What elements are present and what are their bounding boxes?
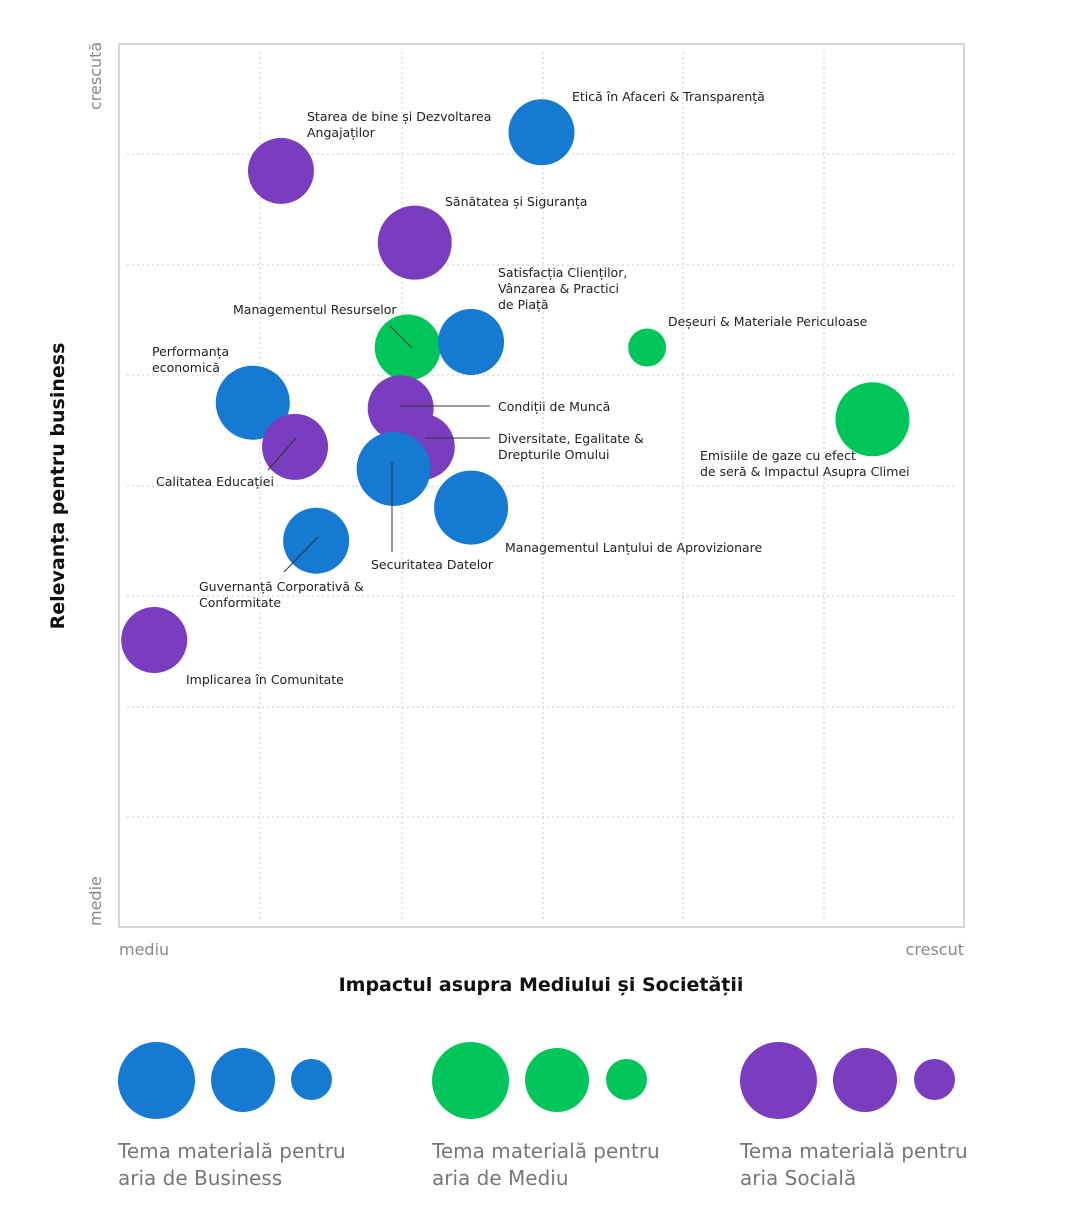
legend-medium-bubble [833, 1048, 897, 1112]
bubble-label: Sănătatea și Siguranța [445, 194, 587, 209]
bubble-label: Satisfacția Clienților, Vânzarea & Practi… [498, 265, 627, 312]
bubble-business [438, 309, 505, 376]
legend-text: Tema materială pentru aria de Business [118, 1139, 346, 1190]
bubble-label: Deșeuri & Materiale Periculoase [668, 314, 868, 329]
x-max-label: crescut [906, 940, 964, 959]
bubble-label: Etică în Afaceri & Transparență [572, 89, 765, 104]
legend-environment: Tema materială pentru aria de Mediu [432, 1030, 682, 1192]
legend-small-bubble [291, 1059, 332, 1100]
bubble-business [434, 470, 509, 545]
bubbles [121, 99, 910, 674]
leader-line [283, 536, 319, 573]
legend-social: Tema materială pentru aria Socială [740, 1030, 990, 1192]
bubble-label: Calitatea Educației [156, 474, 274, 489]
leader-line [389, 325, 413, 349]
bubble-business [215, 365, 290, 440]
bubble-label: Emisiile de gaze cu efect de seră & Impac… [700, 448, 910, 479]
bubble-business [508, 99, 575, 166]
bubble-social [247, 137, 314, 204]
bubble-environment [835, 382, 910, 457]
legend-large-bubble [118, 1042, 195, 1119]
legend-business: Tema materială pentru aria de Business [118, 1030, 368, 1192]
leader-lines [267, 325, 490, 573]
bubble-label: Securitatea Datelor [371, 557, 494, 572]
legend-large-bubble [740, 1042, 817, 1119]
bubble-label: Managementul Lanțului de Aprovizionare [505, 540, 763, 555]
bubble-environment [628, 328, 667, 367]
bubble-labels: Etică în Afaceri & Transparență Starea de… [152, 89, 910, 687]
legend-large-bubble [432, 1042, 509, 1119]
bubble-label: Diversitate, Egalitate & Drepturile Omulu… [498, 431, 644, 462]
bubble-label: Guvernanță Corporativă & Conformitate [199, 579, 364, 610]
legend-medium-bubble [211, 1048, 275, 1112]
y-min-label: medie [86, 876, 105, 926]
legend-small-bubble [914, 1059, 955, 1100]
bubble-label: Condiții de Muncă [498, 399, 610, 414]
bubble-label: Performanța economică [152, 344, 229, 375]
bubble-social [377, 205, 452, 280]
bubble-environment [374, 314, 441, 381]
grid [118, 43, 965, 928]
legend-medium-bubble [525, 1048, 589, 1112]
x-min-label: mediu [119, 940, 169, 959]
bubble-social [367, 375, 434, 442]
bubble-social [262, 413, 329, 480]
leader-line [267, 437, 297, 471]
legend-text: Tema materială pentru aria de Mediu [432, 1139, 660, 1190]
bubble-label: Starea de bine și Dezvoltarea Angajaților [307, 109, 491, 140]
x-axis-title: Impactul asupra Mediului și Societății [339, 974, 744, 996]
bubble-label: Managementul Resurselor [233, 302, 397, 317]
legend-small-bubble [606, 1059, 647, 1100]
legend-text: Tema materială pentru aria Socială [740, 1139, 968, 1190]
bubble-business [356, 431, 431, 506]
y-max-label: crescută [86, 42, 105, 110]
bubble-business [283, 507, 350, 574]
plot-frame [118, 43, 965, 928]
bubble-social [121, 607, 188, 674]
bubble-label: Implicarea în Comunitate [186, 672, 344, 687]
y-axis-title: Relevanța pentru business [47, 343, 69, 630]
